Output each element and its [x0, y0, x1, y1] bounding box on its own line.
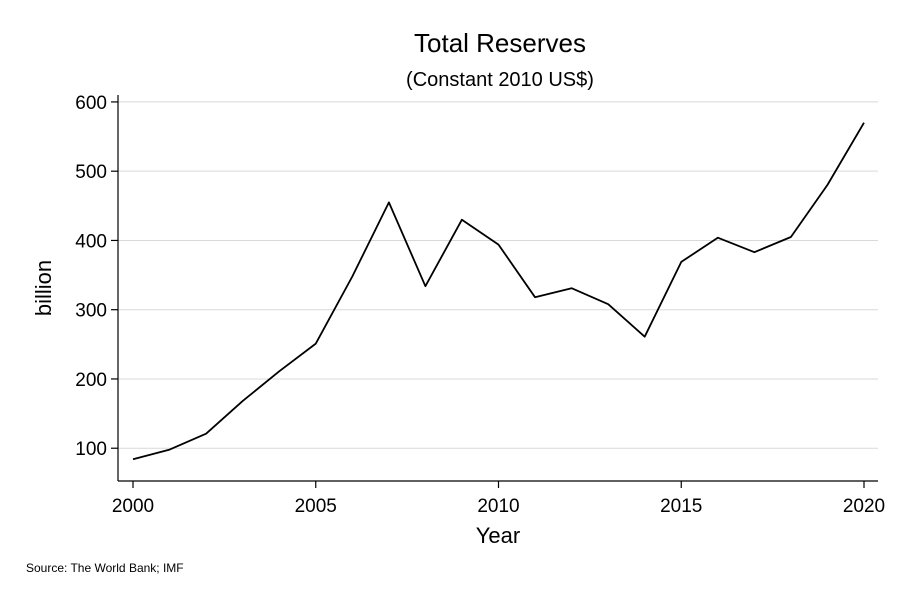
- chart-title: Total Reserves: [414, 28, 586, 58]
- source-note: Source: The World Bank; IMF: [26, 561, 184, 575]
- x-tick-label: 2005: [295, 496, 337, 517]
- y-ticks: 100 200 300 400 500 600: [75, 93, 118, 460]
- axes: [117, 95, 878, 482]
- series-line: [132, 122, 865, 461]
- y-axis-title: billion: [31, 260, 56, 316]
- x-tick-label: 2010: [477, 496, 519, 517]
- y-tick-label: 600: [75, 93, 107, 114]
- x-tick-label: 2015: [660, 496, 702, 517]
- y-tick-label: 300: [75, 301, 107, 322]
- x-axis-title: Year: [476, 523, 520, 548]
- gridlines: [118, 101, 878, 449]
- x-tick-label: 2020: [843, 496, 885, 517]
- x-tick-label: 2000: [112, 496, 154, 517]
- y-tick-label: 400: [75, 231, 107, 252]
- y-tick-label: 100: [75, 439, 107, 460]
- y-tick-label: 500: [75, 162, 107, 183]
- chart-subtitle: (Constant 2010 US$): [406, 69, 594, 91]
- x-ticks: 2000 2005 2010 2015 2020: [112, 481, 885, 517]
- y-tick-label: 200: [75, 370, 107, 391]
- series-layer: [132, 122, 865, 461]
